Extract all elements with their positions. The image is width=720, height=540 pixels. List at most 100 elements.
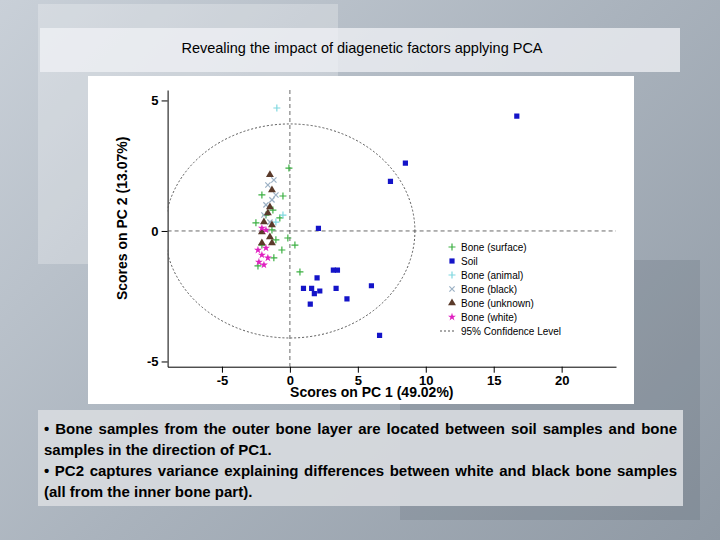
- legend-label: Bone (animal): [461, 270, 523, 281]
- tick: 5: [151, 93, 167, 108]
- tick-label: 20: [555, 373, 569, 388]
- point: [260, 261, 268, 269]
- point: [266, 202, 274, 209]
- y-axis: -5 0 5: [147, 91, 168, 370]
- legend-item: Bone (unknown): [448, 298, 534, 309]
- point: [266, 170, 274, 177]
- point: [279, 212, 286, 219]
- point: [284, 235, 291, 242]
- notes-box: • Bone samples from the outer bone layer…: [38, 410, 683, 506]
- plot-area: [168, 90, 616, 367]
- legend-swatch: [449, 244, 456, 251]
- point: [271, 177, 276, 182]
- point: [291, 242, 298, 249]
- tick-mark: [162, 100, 168, 101]
- point: [258, 238, 266, 245]
- axis-line: [168, 367, 616, 368]
- tick-mark: [562, 367, 563, 373]
- tick: 15: [487, 367, 501, 388]
- point: [316, 226, 321, 231]
- axis-line: [168, 91, 169, 368]
- point: [403, 160, 408, 165]
- point: [333, 286, 338, 291]
- tick-label: -5: [147, 354, 159, 369]
- point: [264, 254, 272, 262]
- reference-line: [168, 230, 616, 231]
- point: [268, 238, 276, 245]
- annotation: • PC2 captures variance explaining diffe…: [44, 460, 677, 502]
- reference-line: [289, 90, 290, 367]
- point: [335, 268, 340, 273]
- legend-swatch: [449, 272, 456, 279]
- legend-label: 95% Confidence Level: [461, 326, 561, 337]
- legend-item: Bone (white): [448, 312, 517, 323]
- tick-label: 15: [487, 373, 501, 388]
- legend-swatch: [449, 286, 454, 291]
- annotation: • Bone samples from the outer bone layer…: [44, 418, 677, 460]
- legend-item: Bone (animal): [449, 270, 524, 281]
- point: [268, 185, 276, 192]
- point: [369, 283, 374, 288]
- point: [285, 165, 292, 172]
- tick-label: 0: [151, 224, 158, 239]
- point: [260, 218, 268, 225]
- point: [273, 105, 280, 112]
- legend-swatch: [448, 313, 456, 321]
- tick-mark: [358, 367, 359, 373]
- legend-item: Bone (surface): [449, 242, 527, 253]
- x-axis-title: Scores on PC 1 (49.02%): [290, 384, 453, 400]
- legend-label: Soil: [461, 256, 478, 267]
- point: [252, 219, 259, 226]
- point: [262, 226, 270, 234]
- point: [269, 197, 274, 202]
- point: [262, 244, 270, 252]
- point: [314, 275, 319, 280]
- tick: 20: [555, 367, 569, 388]
- tick-mark: [222, 367, 223, 373]
- legend-swatch: [448, 298, 456, 305]
- legend-label: Bone (surface): [461, 242, 527, 253]
- point: [308, 301, 313, 306]
- point: [279, 192, 286, 199]
- legend: Bone (surface) Soil Bone (animal) Bone (bla…: [440, 242, 561, 337]
- legend-label: Bone (white): [461, 312, 517, 323]
- tick-mark: [162, 231, 168, 232]
- point: [344, 296, 349, 301]
- point: [268, 226, 275, 233]
- point: [270, 254, 277, 261]
- tick-label: 5: [151, 93, 158, 108]
- chart-panel: [88, 76, 634, 404]
- legend-label: Bone (black): [461, 284, 517, 295]
- point: [388, 179, 393, 184]
- chart: Revealing the impact of diagenetic facto…: [0, 0, 720, 540]
- point: [258, 251, 266, 259]
- tick-label: -5: [217, 373, 229, 388]
- legend-swatch: [440, 330, 456, 331]
- tick: 0: [151, 224, 167, 239]
- title: Revealing the impact of diagenetic facto…: [181, 40, 542, 56]
- point: [309, 286, 314, 291]
- point: [317, 288, 322, 293]
- point: [273, 192, 278, 197]
- point: [268, 220, 276, 227]
- point: [296, 268, 303, 275]
- point: [258, 191, 265, 198]
- point: [301, 286, 306, 291]
- tick-mark: [426, 367, 427, 373]
- point: [265, 182, 270, 187]
- tick-mark: [494, 367, 495, 373]
- legend-label: Bone (unknown): [461, 298, 534, 309]
- legend-swatch: [449, 258, 454, 263]
- point: [264, 208, 272, 215]
- tick-mark: [290, 367, 291, 373]
- legend-item: 95% Confidence Level: [440, 326, 561, 337]
- point: [278, 247, 285, 254]
- confidence-ellipse: [168, 124, 415, 338]
- point: [312, 291, 317, 296]
- point: [514, 114, 519, 119]
- tick: -5: [147, 354, 168, 369]
- tick: -5: [217, 367, 229, 388]
- y-axis-title: Scores on PC 2 (13.07%): [114, 137, 130, 300]
- legend-item: Bone (black): [449, 284, 517, 295]
- tick-mark: [162, 361, 168, 362]
